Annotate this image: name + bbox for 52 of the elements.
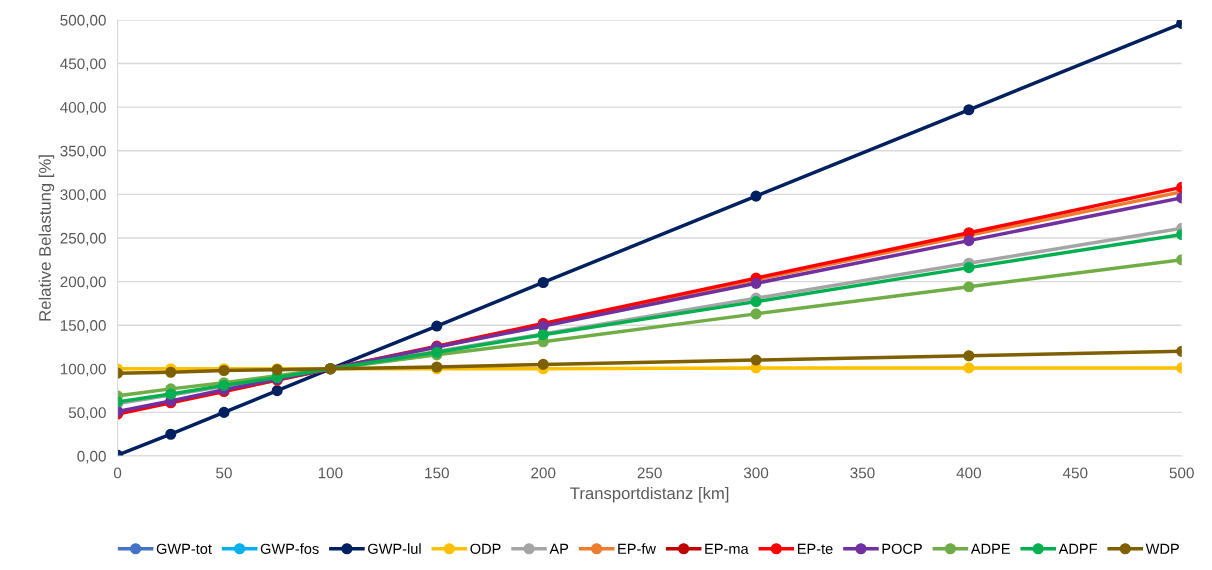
point: [750, 296, 762, 308]
point: [431, 320, 443, 332]
x-tick-label: 400: [956, 467, 982, 479]
point: [963, 350, 975, 362]
point: [963, 235, 975, 247]
point: [537, 358, 549, 370]
y-tick-label: 450,00: [60, 58, 106, 72]
legend-label: GWP-fos: [260, 543, 319, 554]
legend-label: ADPE: [970, 543, 1010, 554]
point: [963, 262, 975, 274]
y-axis-title: Relative Belastung [%]: [38, 155, 55, 321]
x-tick-label: 300: [743, 467, 769, 479]
x-tick-label: 450: [1062, 467, 1088, 479]
y-tick-label: 100,00: [60, 363, 106, 377]
y-tick-label: 350,00: [60, 145, 106, 159]
point: [750, 190, 762, 202]
y-tick-label: 500,00: [60, 14, 106, 28]
y-tick-label: 400,00: [60, 102, 106, 115]
legend-label: EP-fw: [618, 543, 656, 554]
point: [271, 385, 283, 397]
point: [750, 308, 762, 320]
y-tick-label: 200,00: [60, 276, 106, 290]
y-tick-label: 250,00: [60, 232, 106, 246]
x-tick-label: 0: [113, 467, 122, 479]
x-tick-label: 50: [216, 467, 232, 479]
point: [218, 406, 230, 418]
legend-label: ADPF: [1058, 543, 1097, 554]
legend-label: EP-te: [797, 543, 833, 554]
legend-label: GWP-tot: [156, 543, 212, 554]
y-tick-label: 150,00: [60, 320, 106, 333]
x-tick-label: 500: [1169, 467, 1194, 479]
x-axis-title: Transportdistanz [km]: [570, 486, 729, 503]
legend-label: EP-ma: [705, 543, 749, 554]
x-tick-label: 150: [425, 467, 449, 479]
legend-label: AP: [549, 543, 569, 554]
point: [963, 281, 975, 293]
x-tick-label: 200: [531, 467, 556, 479]
legend-label: POCP: [882, 543, 922, 554]
point: [963, 104, 975, 116]
point: [963, 362, 975, 374]
point: [537, 276, 549, 289]
legend-label: ODP: [470, 543, 501, 554]
x-tick-label: 100: [318, 467, 343, 479]
legend-label: GWP-lul: [368, 543, 421, 554]
point: [750, 354, 762, 366]
y-tick-label: 50,00: [68, 407, 106, 420]
y-tick-label: 0,00: [77, 450, 106, 464]
y-tick-label: 300,00: [60, 189, 106, 202]
point: [165, 428, 177, 440]
x-tick-label: 350: [850, 467, 875, 479]
x-tick-label: 250: [637, 467, 662, 479]
legend-label: WDP: [1145, 543, 1179, 554]
